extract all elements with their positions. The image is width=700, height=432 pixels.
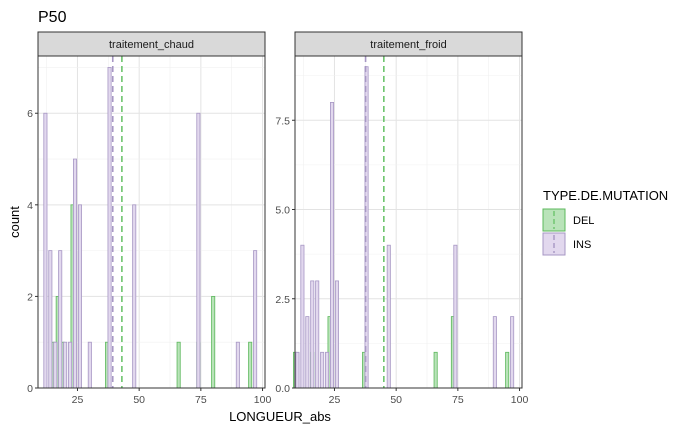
bar-ins — [73, 158, 78, 389]
x-tick-label: 100 — [254, 394, 272, 406]
x-tick-label: 25 — [72, 394, 84, 406]
panel-traitement-froid: traitement_froid 0.0 2.5 5.0 7.5 25 50 75 100 — [275, 31, 529, 406]
y-tick-label: 0.0 — [275, 383, 290, 395]
bar-del — [433, 351, 438, 389]
panel-border — [294, 55, 523, 389]
legend-label: INS — [573, 239, 591, 251]
bar-ins — [492, 316, 497, 389]
bar-ins — [453, 244, 458, 389]
bar-ins — [325, 351, 330, 389]
y-tick-label: 7.5 — [275, 115, 290, 127]
bar-del — [505, 351, 510, 389]
bar-ins — [295, 351, 300, 389]
bar-ins — [132, 204, 137, 389]
x-tick-label: 50 — [133, 394, 145, 406]
legend-label: DEL — [573, 215, 594, 227]
y-tick-label: 2 — [27, 291, 33, 303]
bar-ins — [300, 244, 305, 389]
y-axis-label: count — [7, 206, 22, 238]
x-axis-label: LONGUEUR_abs — [229, 409, 331, 424]
panel-traitement-chaud: traitement_chaud 0 2 4 6 25 50 75 100 — [27, 31, 272, 406]
bar-ins — [386, 244, 391, 389]
x-tick-label: 25 — [329, 394, 341, 406]
bar-ins — [68, 341, 73, 389]
strip-label: traitement_chaud — [109, 39, 194, 51]
bar-ins — [48, 250, 53, 389]
panel-border — [37, 55, 266, 389]
bar-del — [211, 296, 216, 389]
bar-ins — [53, 341, 58, 389]
legend-title: TYPE.DE.MUTATION — [543, 188, 668, 203]
bar-del — [176, 341, 181, 389]
x-tick-label: 75 — [195, 394, 207, 406]
bar-ins — [87, 341, 92, 389]
y-tick-label: 4 — [27, 200, 33, 212]
strip-label: traitement_froid — [370, 39, 446, 51]
bar-ins — [253, 250, 258, 389]
bar-del — [248, 341, 253, 389]
x-tick-label: 75 — [452, 394, 464, 406]
strip-background — [294, 31, 523, 57]
bar-ins — [196, 112, 201, 389]
y-tick-label: 5.0 — [275, 205, 290, 217]
y-tick-label: 2.5 — [275, 294, 290, 306]
x-tick-label: 50 — [390, 394, 402, 406]
bar-ins — [334, 280, 339, 389]
strip-background — [37, 31, 266, 57]
bar-ins — [305, 316, 310, 389]
legend: TYPE.DE.MUTATION DEL INS — [542, 188, 668, 256]
bar-ins — [58, 250, 63, 389]
bar-ins — [63, 341, 68, 389]
x-tick-label: 100 — [511, 394, 529, 406]
bar-ins — [107, 67, 112, 389]
y-tick-label: 6 — [27, 108, 33, 120]
bar-ins — [310, 280, 315, 389]
legend-item-ins: INS — [542, 232, 591, 256]
bar-ins — [510, 316, 515, 389]
y-tick-label: 0 — [27, 383, 33, 395]
bar-ins — [43, 112, 48, 389]
bar-ins — [235, 341, 240, 389]
bar-ins — [320, 351, 325, 389]
bar-ins — [315, 280, 320, 389]
bar-ins — [77, 204, 82, 389]
bar-ins — [330, 102, 335, 389]
chart-title: P50 — [38, 9, 67, 26]
legend-item-del: DEL — [542, 208, 594, 232]
